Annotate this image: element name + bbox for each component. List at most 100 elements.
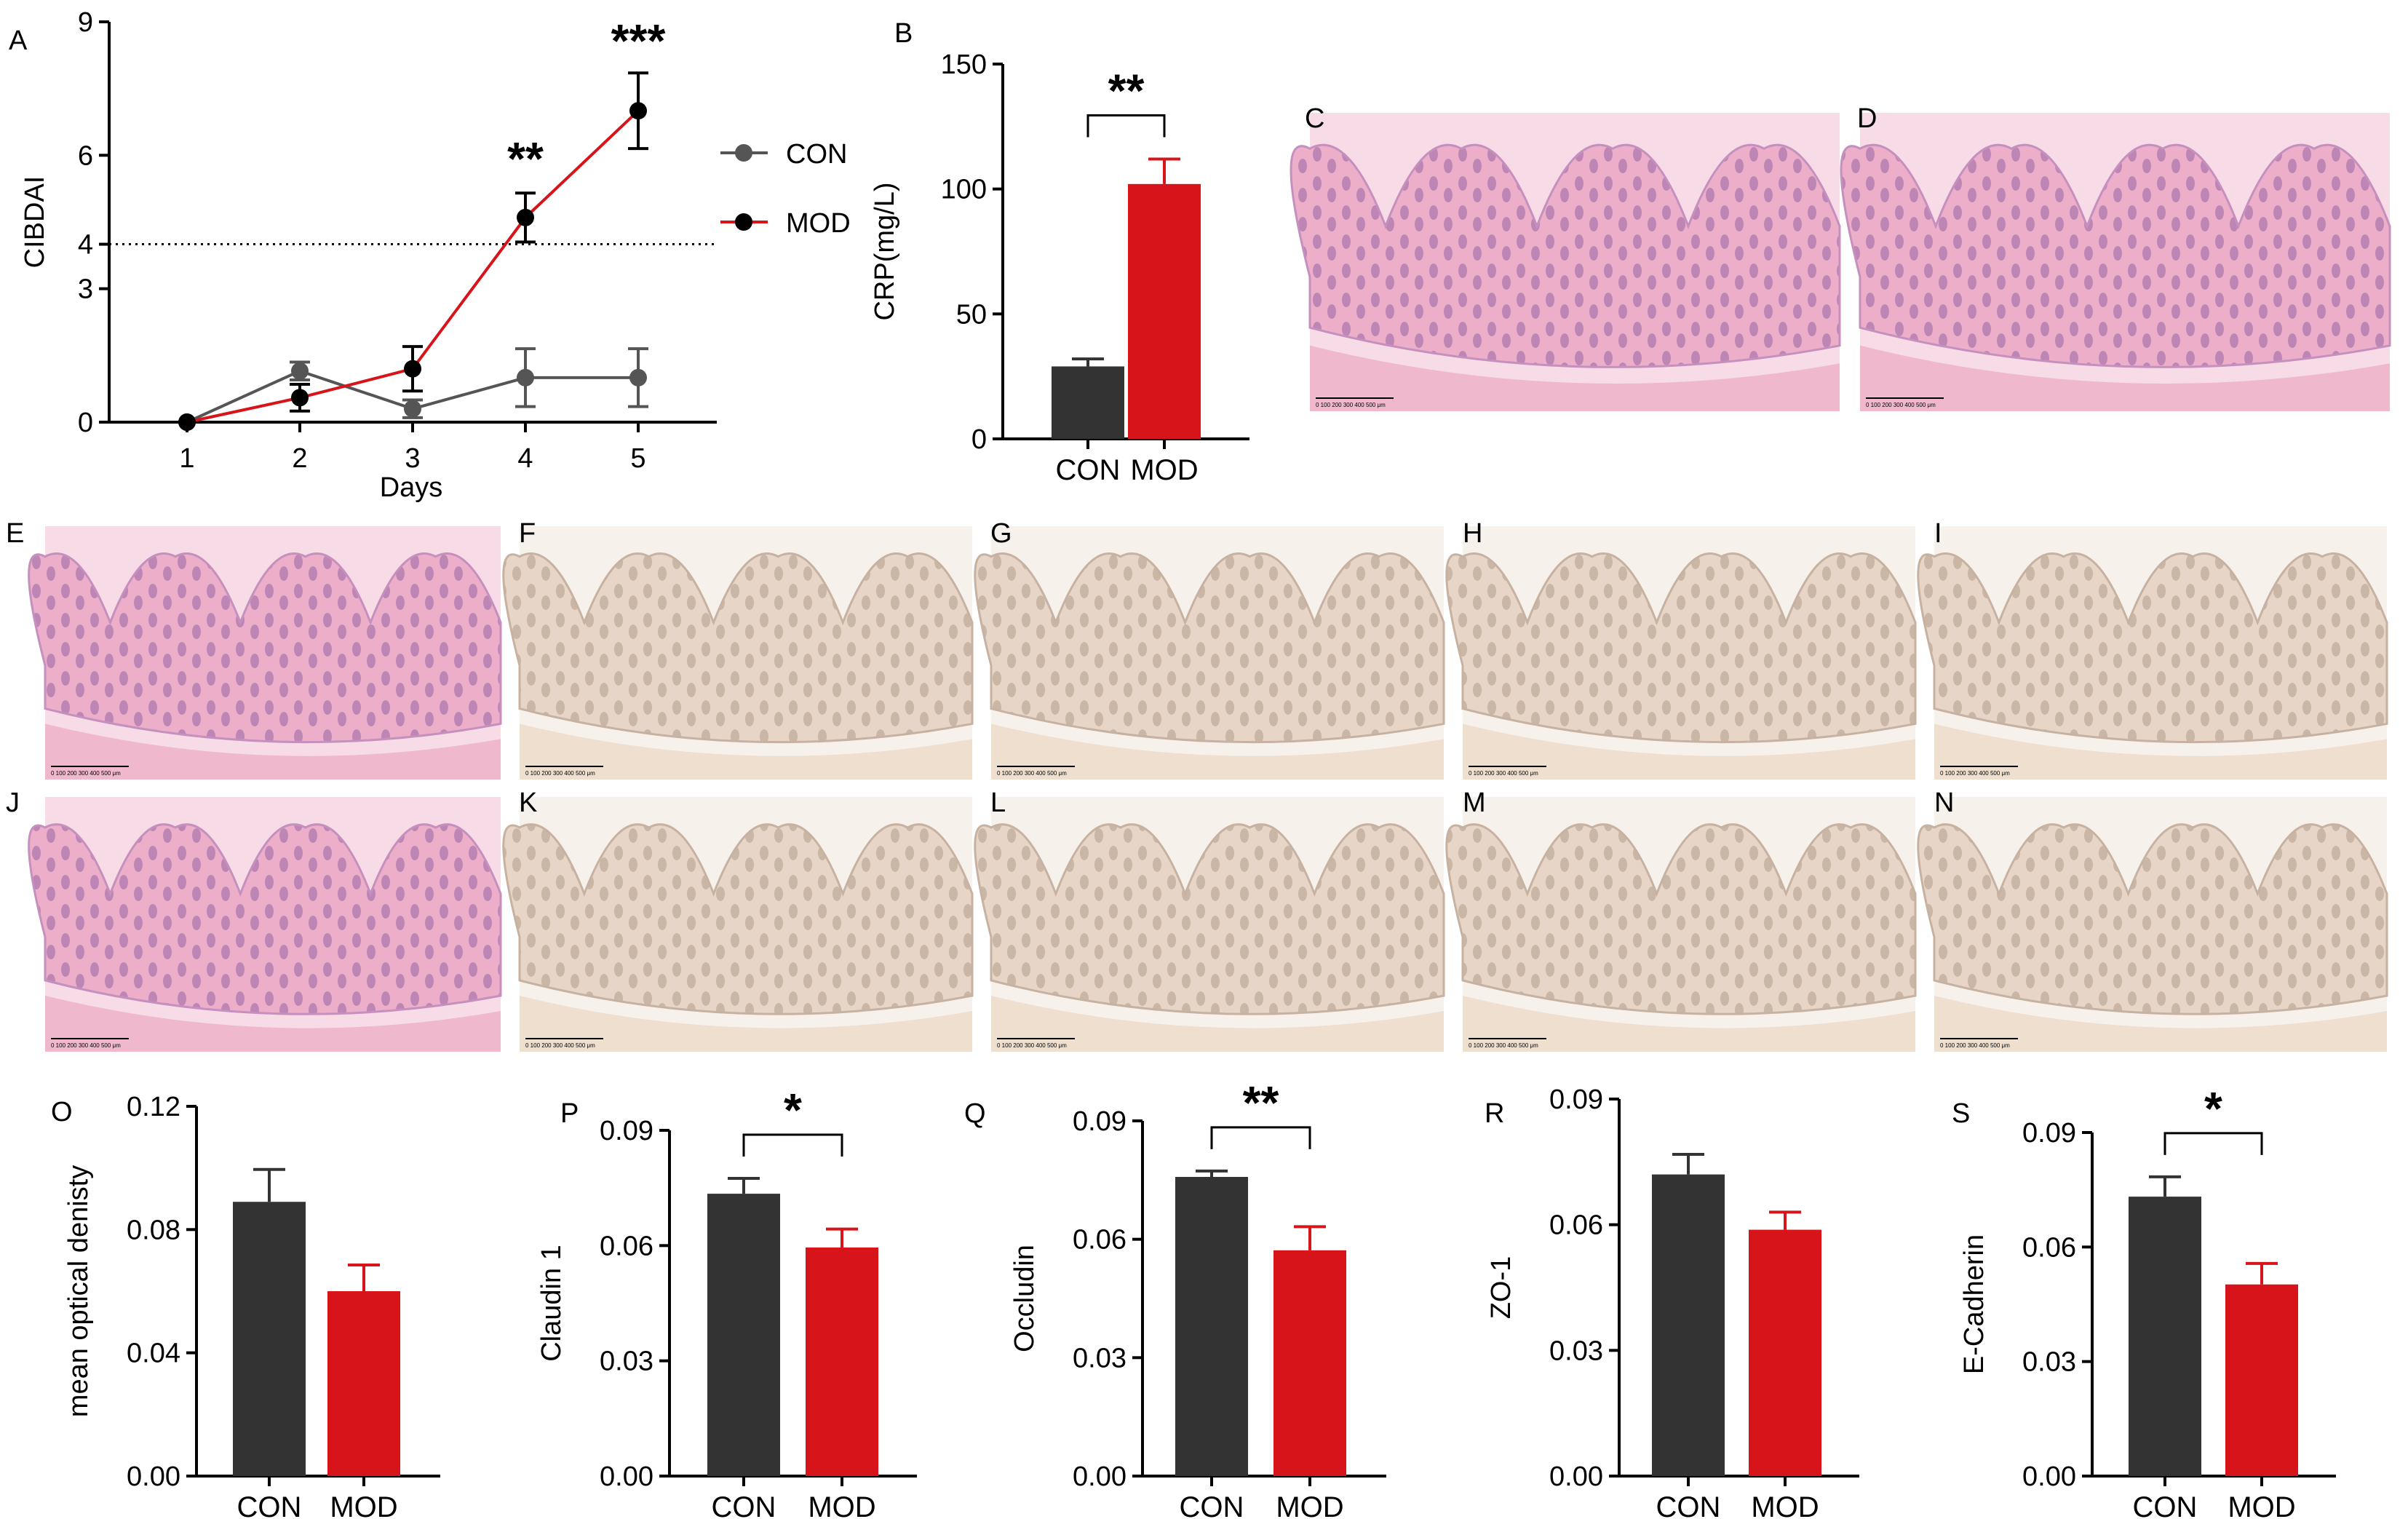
x-tick-label: 5	[630, 443, 645, 474]
y-tick-label: 0.00	[1073, 1462, 1126, 1492]
x-tick-label-mod: MOD	[2228, 1491, 2295, 1519]
histology-panel-g: 0 100 200 300 400 500 μm G	[974, 518, 1445, 780]
y-tick-label: 0	[78, 408, 93, 438]
histology-panel-f: 0 100 200 300 400 500 μm F	[502, 518, 974, 780]
tissue-mucosa	[1445, 552, 1917, 744]
data-point-con	[629, 368, 647, 386]
x-tick-label-con: CON	[1180, 1491, 1244, 1519]
y-tick-label: 0.04	[127, 1338, 180, 1369]
chart-P: P 0.00 0.03 0.06 0.09 Claudin 1 CON MOD *	[536, 1084, 917, 1519]
data-point-con	[291, 362, 309, 380]
histology-panel-d: 0 100 200 300 400 500 μm D	[1840, 103, 2391, 411]
y-tick-label: 0.09	[1073, 1106, 1126, 1137]
bar-mod	[2225, 1284, 2298, 1476]
significance-marker: *	[784, 1084, 802, 1136]
panel-label-K: K	[519, 788, 537, 818]
y-tick-label: 150	[941, 49, 987, 80]
bar-mod	[327, 1291, 400, 1476]
histology-panel-l: 0 100 200 300 400 500 μm L	[974, 788, 1445, 1052]
bar-mod	[1749, 1229, 1821, 1476]
chart-R: R 0.00 0.03 0.06 0.09 ZO-1 CON MOD	[1485, 1084, 1859, 1519]
y-axis-title: CIBDAI	[20, 176, 50, 269]
x-tick-label: 2	[292, 443, 307, 474]
data-point-mod	[178, 413, 196, 431]
bar-con	[1052, 366, 1124, 439]
significance-marker: **	[507, 132, 544, 185]
y-tick-label: 4	[78, 230, 93, 261]
x-axis-title: Days	[380, 472, 443, 503]
tissue-mucosa	[974, 823, 1445, 1015]
x-tick-label-con: CON	[712, 1491, 776, 1519]
x-tick-label-mod: MOD	[330, 1491, 397, 1519]
significance-marker: **	[1108, 64, 1145, 116]
tissue-muscle	[1463, 996, 1915, 1052]
y-tick-label: 3	[78, 274, 93, 305]
panel-label-B: B	[894, 18, 913, 49]
data-point-mod	[517, 208, 534, 226]
data-point-mod	[291, 389, 309, 407]
y-tick-label: 0.00	[600, 1462, 653, 1492]
histology-panel-j: 0 100 200 300 400 500 μm J	[6, 788, 502, 1052]
data-point-mod	[404, 360, 421, 378]
panel-label-N: N	[1934, 788, 1954, 818]
y-tick-label: 9	[78, 7, 93, 38]
y-tick-label: 0.00	[2022, 1462, 2076, 1492]
y-tick-label: 0.06	[1073, 1225, 1126, 1256]
bar-con	[2129, 1197, 2201, 1476]
tissue-muscle	[1934, 996, 2387, 1052]
legend-marker	[735, 144, 752, 162]
panel-label-J: J	[6, 788, 20, 818]
scale-bar-label: 0 100 200 300 400 500 μm	[1469, 1042, 1538, 1049]
y-axis-title: Occludin	[1009, 1245, 1040, 1352]
tissue-mucosa	[974, 552, 1445, 744]
data-point-con	[517, 368, 534, 386]
bar-mod	[1273, 1250, 1346, 1476]
histology-panel-m: 0 100 200 300 400 500 μm M	[1445, 788, 1917, 1052]
tissue-muscle	[1310, 345, 1840, 411]
legend-label-con: CON	[786, 139, 847, 170]
data-point-mod	[629, 102, 647, 120]
histology-panel-h: 0 100 200 300 400 500 μm H	[1445, 518, 1917, 780]
x-tick-label-con: CON	[1656, 1491, 1721, 1519]
histology-panel-e: 0 100 200 300 400 500 μm E	[6, 518, 502, 780]
panel-label-O: O	[51, 1097, 73, 1127]
x-tick-label: 4	[517, 443, 533, 474]
chart-O: O 0.00 0.04 0.08 0.12 mean optical denisty CON…	[51, 1092, 440, 1519]
panel-label-H: H	[1463, 518, 1482, 549]
y-tick-label: 0.06	[600, 1231, 653, 1261]
panel-label-E: E	[6, 518, 24, 549]
tissue-muscle	[520, 996, 972, 1052]
y-axis-title: CRP(mg/L)	[870, 182, 900, 320]
y-tick-label: 0.09	[600, 1116, 653, 1146]
y-axis-title: E-Cadherin	[1959, 1234, 1990, 1374]
y-tick-label: 0	[971, 424, 987, 455]
y-axis-title: Claudin 1	[536, 1245, 567, 1362]
scale-bar-label: 0 100 200 300 400 500 μm	[1469, 770, 1538, 777]
legend-label-mod: MOD	[786, 208, 851, 239]
tissue-mucosa	[1445, 823, 1917, 1015]
scale-bar-label: 0 100 200 300 400 500 μm	[51, 770, 121, 777]
scale-bar-label: 0 100 200 300 400 500 μm	[51, 1042, 121, 1049]
y-tick-label: 0.00	[1549, 1462, 1603, 1492]
histology-panel-i: 0 100 200 300 400 500 μm I	[1917, 518, 2388, 780]
y-tick-label: 0.12	[127, 1092, 180, 1122]
tissue-mucosa	[1917, 823, 2388, 1015]
bar-con	[1652, 1174, 1725, 1476]
tissue-mucosa	[1917, 552, 2388, 744]
y-tick-label: 0.06	[2022, 1232, 2076, 1263]
x-tick-label: 3	[405, 443, 420, 474]
bar-con	[233, 1202, 306, 1476]
panel-label-M: M	[1463, 788, 1486, 818]
tissue-mucosa	[1840, 143, 2391, 368]
tissue-muscle	[520, 723, 972, 780]
tissue-muscle	[1934, 723, 2387, 780]
panel-label-S: S	[1952, 1098, 1970, 1129]
scale-bar-label: 0 100 200 300 400 500 μm	[1940, 1042, 2010, 1049]
y-tick-label: 6	[78, 140, 93, 171]
y-tick-label: 100	[941, 175, 987, 205]
significance-bracket	[1086, 114, 1166, 138]
y-tick-label: 0.03	[2022, 1347, 2076, 1378]
histology-panel-c: 0 100 200 300 400 500 μm C	[1290, 103, 1841, 411]
